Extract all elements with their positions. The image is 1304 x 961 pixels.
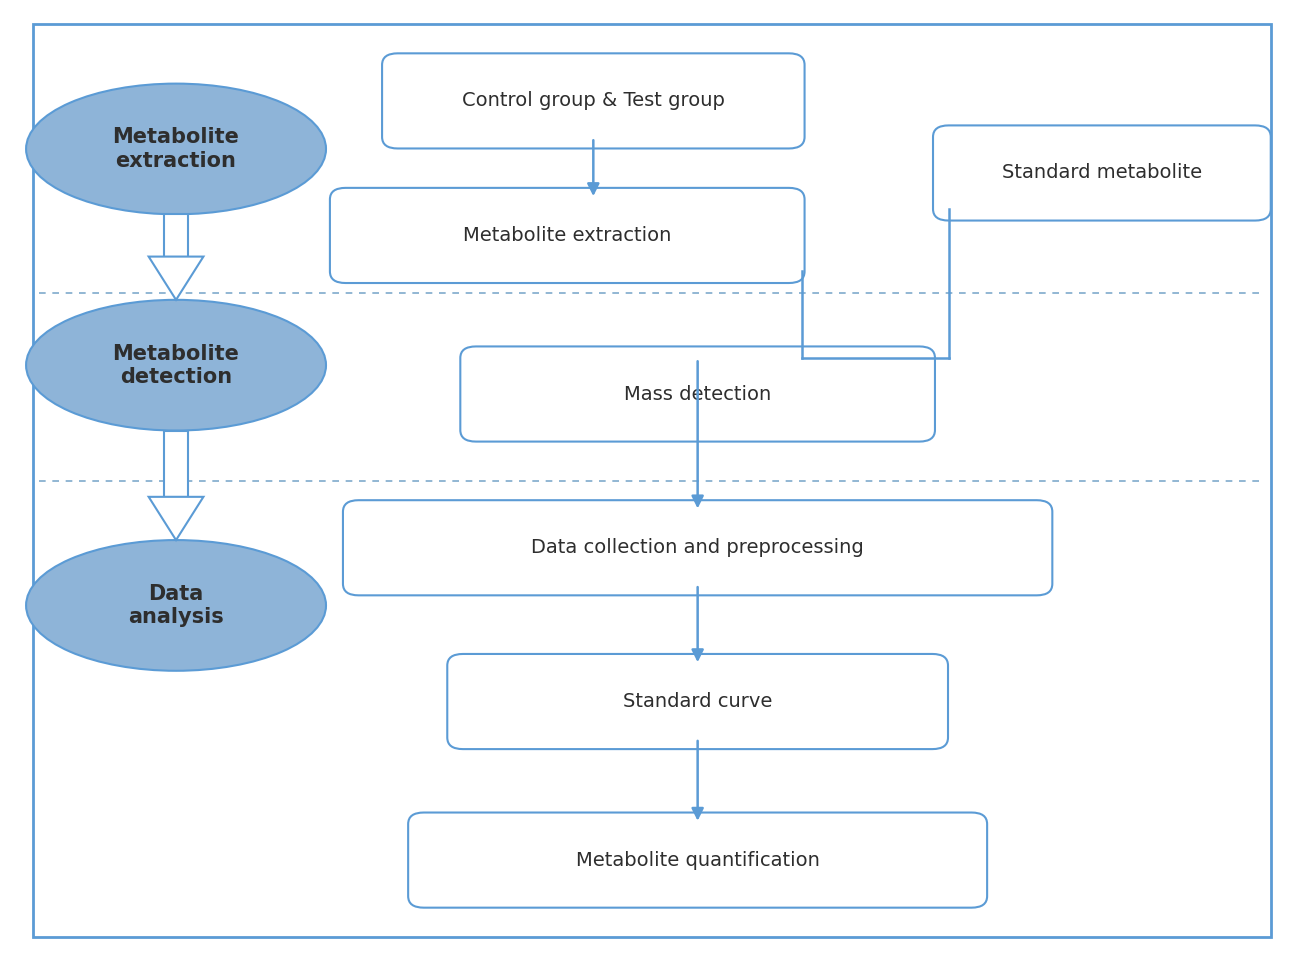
FancyBboxPatch shape — [33, 24, 1271, 937]
Polygon shape — [149, 497, 203, 540]
Polygon shape — [149, 257, 203, 300]
Ellipse shape — [26, 540, 326, 671]
FancyBboxPatch shape — [382, 53, 805, 148]
Text: Metabolite
extraction: Metabolite extraction — [112, 128, 240, 170]
FancyBboxPatch shape — [447, 653, 948, 750]
Text: Data collection and preprocessing: Data collection and preprocessing — [531, 538, 865, 557]
FancyBboxPatch shape — [330, 187, 805, 283]
FancyBboxPatch shape — [343, 500, 1052, 595]
Ellipse shape — [26, 84, 326, 214]
Ellipse shape — [26, 300, 326, 431]
FancyBboxPatch shape — [932, 125, 1270, 221]
FancyBboxPatch shape — [164, 431, 188, 497]
Text: Data
analysis: Data analysis — [128, 584, 224, 627]
Text: Metabolite extraction: Metabolite extraction — [463, 226, 672, 245]
FancyBboxPatch shape — [164, 214, 188, 257]
Text: Control group & Test group: Control group & Test group — [462, 91, 725, 111]
Text: Standard curve: Standard curve — [623, 692, 772, 711]
Text: Metabolite quantification: Metabolite quantification — [575, 850, 820, 870]
Text: Mass detection: Mass detection — [625, 384, 771, 404]
Text: Metabolite
detection: Metabolite detection — [112, 344, 240, 386]
FancyBboxPatch shape — [408, 812, 987, 907]
FancyBboxPatch shape — [460, 346, 935, 442]
Text: Standard metabolite: Standard metabolite — [1001, 163, 1202, 183]
